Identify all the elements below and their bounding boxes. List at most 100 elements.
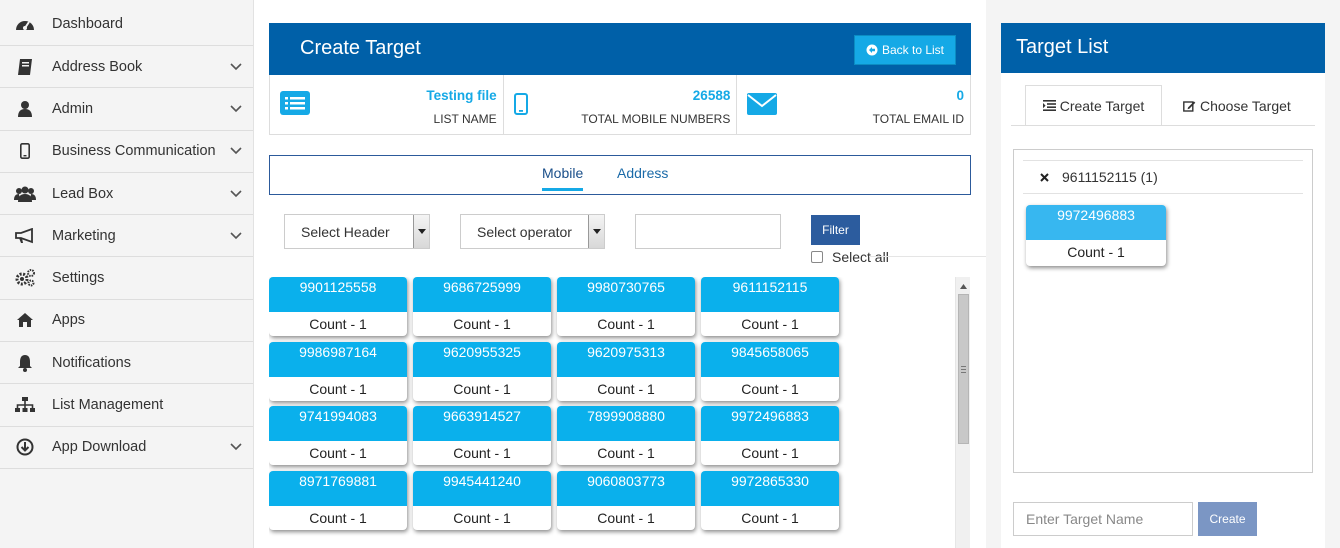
sidebar-item-label: Apps: [52, 312, 86, 329]
tab-mobile[interactable]: Mobile: [542, 165, 584, 191]
sidebar-item-label: List Management: [52, 397, 164, 414]
back-to-list-label: Back to List: [881, 43, 945, 57]
card-number: 9663914527: [413, 406, 551, 442]
select-all-checkbox[interactable]: Select all: [811, 249, 889, 265]
selected-target-label: 9611152115 (1): [1062, 169, 1158, 185]
tab-create-target-label: Create Target: [1059, 97, 1145, 114]
sidebar-item-business-communication[interactable]: Business Communication: [0, 131, 253, 173]
number-card[interactable]: 9945441240 Count - 1: [413, 471, 551, 531]
sidebar-item-label: Marketing: [52, 227, 116, 244]
filter-button[interactable]: Filter: [811, 215, 860, 245]
card-count: Count - 1: [453, 510, 511, 527]
sidebar-item-apps[interactable]: Apps: [0, 300, 253, 343]
selected-number-card[interactable]: 9972496883 Count - 1: [1026, 205, 1166, 266]
cards-scrollbar[interactable]: [955, 277, 970, 548]
chevron-down-icon[interactable]: [229, 144, 243, 158]
email-count-label: TOTAL EMAIL ID: [872, 112, 965, 126]
divider: [869, 256, 986, 257]
number-card[interactable]: 9972865330 Count - 1: [701, 471, 839, 531]
select-header-dropdown[interactable]: Select Header: [284, 214, 430, 249]
sidebar-item-address-book[interactable]: Address Book: [0, 46, 253, 89]
target-name-input[interactable]: [1013, 502, 1193, 536]
card-number: 9845658065: [701, 341, 839, 377]
card-number: 7899908880: [557, 406, 695, 442]
sidebar-item-label: Settings: [52, 270, 105, 287]
select-operator-dropdown[interactable]: Select operator: [460, 214, 605, 249]
scroll-thumb[interactable]: [958, 294, 969, 444]
back-to-list-button[interactable]: Back to List: [854, 35, 956, 65]
sidebar-item-marketing[interactable]: Marketing: [0, 215, 253, 258]
sidebar-item-dashboard[interactable]: Dashboard: [0, 0, 253, 46]
card-number: 9620975313: [557, 341, 695, 377]
users-icon: [14, 185, 36, 203]
stat-mobile: 26588 TOTAL MOBILE NUMBERS: [504, 75, 738, 134]
stats-bar: Testing file LIST NAME 26588 TOTAL MOBIL…: [269, 75, 971, 135]
number-card[interactable]: 9620975313 Count - 1: [557, 341, 695, 401]
checkbox-box[interactable]: [811, 251, 823, 263]
chevron-down-icon[interactable]: [229, 187, 243, 201]
create-target-panel: Create Target Back to List Testing file …: [254, 0, 986, 548]
mobile-count-label: TOTAL MOBILE NUMBERS: [581, 112, 731, 126]
card-count: Count - 1: [741, 445, 799, 462]
card-count: Count - 1: [453, 445, 511, 462]
card-count: Count - 1: [597, 380, 655, 397]
selected-target-item: 9611152115 (1): [1023, 160, 1303, 194]
card-count: Count - 1: [309, 445, 367, 462]
edit-icon: [1183, 100, 1196, 112]
page-title: Create Target: [300, 37, 421, 59]
list-name-label: LIST NAME: [433, 112, 497, 126]
card-count: Count - 1: [453, 316, 511, 332]
card-count: Count - 1: [741, 380, 799, 397]
chevron-down-icon[interactable]: [229, 102, 243, 116]
target-list-header: Target List: [1001, 23, 1325, 73]
divider: [1011, 125, 1315, 126]
number-card[interactable]: 9980730765 Count - 1: [557, 277, 695, 336]
number-card[interactable]: 9686725999 Count - 1: [413, 277, 551, 336]
sidebar-item-list-management[interactable]: List Management: [0, 384, 253, 427]
sidebar-item-label: Admin: [52, 100, 94, 117]
card-count: Count - 1: [309, 316, 367, 332]
tab-address[interactable]: Address: [617, 165, 669, 181]
number-card[interactable]: 9986987164 Count - 1: [269, 341, 407, 401]
user-icon: [14, 100, 36, 118]
sidebar-item-label: Dashboard: [52, 15, 123, 32]
number-card[interactable]: 9901125558 Count - 1: [269, 277, 407, 336]
scroll-up-arrow-icon[interactable]: [956, 279, 971, 293]
number-card[interactable]: 9620955325 Count - 1: [413, 341, 551, 401]
card-number: 9741994083: [269, 406, 407, 442]
source-tabs: Mobile Address: [269, 155, 971, 195]
remove-icon[interactable]: [1039, 172, 1050, 183]
number-card[interactable]: 7899908880 Count - 1: [557, 406, 695, 466]
sidebar-item-notifications[interactable]: Notifications: [0, 342, 253, 385]
number-card[interactable]: 9972496883 Count - 1: [701, 406, 839, 466]
list-name-value: Testing file: [426, 88, 497, 103]
chevron-down-icon: [413, 215, 429, 248]
panel-header: Create Target Back to List: [269, 23, 971, 75]
number-card[interactable]: 9741994083 Count - 1: [269, 406, 407, 466]
download-icon: [14, 438, 36, 456]
number-card[interactable]: 9060803773 Count - 1: [557, 471, 695, 531]
create-button[interactable]: Create: [1198, 502, 1257, 536]
bell-icon: [14, 354, 36, 372]
number-card[interactable]: 9611152115 Count - 1: [701, 277, 839, 336]
number-card[interactable]: 9663914527 Count - 1: [413, 406, 551, 466]
filter-value-input[interactable]: [635, 214, 781, 249]
sidebar-item-app-download[interactable]: App Download: [0, 427, 253, 469]
chevron-down-icon[interactable]: [229, 60, 243, 74]
select-all-label: Select all: [832, 249, 889, 265]
arrow-left-circle-icon: [866, 44, 878, 56]
card-count: Count - 1: [309, 380, 367, 397]
sidebar-item-label: App Download: [52, 439, 147, 456]
selected-targets-box: 9611152115 (1) 9972496883 Count - 1: [1013, 149, 1313, 473]
number-cards-grid: 9901125558 Count - 1 9686725999 Count - 1 99…: [269, 277, 849, 548]
chevron-down-icon[interactable]: [229, 440, 243, 454]
sidebar-item-lead-box[interactable]: Lead Box: [0, 173, 253, 216]
tab-choose-target[interactable]: Choose Target: [1183, 85, 1291, 126]
number-card[interactable]: 9845658065 Count - 1: [701, 341, 839, 401]
stat-list-name: Testing file LIST NAME: [270, 75, 504, 134]
sidebar-item-admin[interactable]: Admin: [0, 88, 253, 131]
sidebar-item-settings[interactable]: Settings: [0, 257, 253, 300]
number-card[interactable]: 8971769881 Count - 1: [269, 471, 407, 531]
tab-create-target[interactable]: Create Target: [1025, 85, 1162, 126]
chevron-down-icon[interactable]: [229, 229, 243, 243]
